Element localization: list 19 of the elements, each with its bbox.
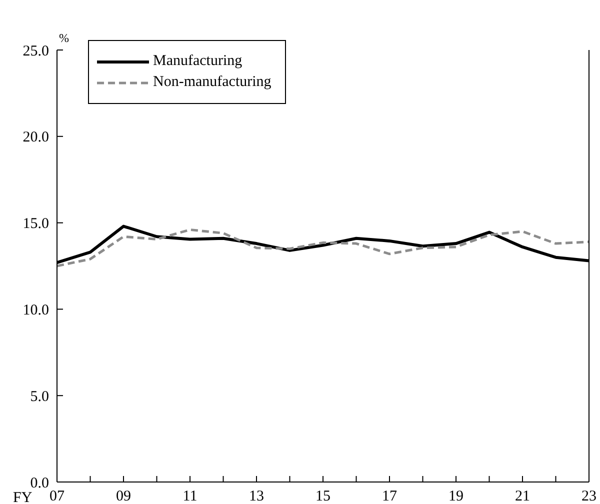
y-tick-label: 20.0 xyxy=(22,130,49,146)
y-tick-label: 0.0 xyxy=(30,475,49,492)
y-tick-label: 5.0 xyxy=(30,388,49,405)
x-tick-label: 07 xyxy=(50,488,65,504)
x-tick-label: 17 xyxy=(382,488,398,504)
x-tick-label: 09 xyxy=(116,488,131,504)
y-tick-label: 15.0 xyxy=(22,216,49,232)
y-axis-title: % xyxy=(59,31,69,45)
legend-label: Manufacturing xyxy=(153,53,242,70)
x-tick-label: 19 xyxy=(448,488,464,504)
x-tick-label: 23 xyxy=(582,488,596,504)
x-axis-title: FY xyxy=(13,490,32,504)
x-tick-label: 15 xyxy=(316,488,330,504)
x-tick-label: 21 xyxy=(515,488,530,504)
y-tick-label: 10.0 xyxy=(22,302,49,319)
legend-label: Non-manufacturing xyxy=(153,74,272,91)
x-tick-label: 11 xyxy=(182,488,198,504)
y-tick-label: 25.0 xyxy=(22,43,49,60)
x-tick-label: 13 xyxy=(249,488,264,504)
